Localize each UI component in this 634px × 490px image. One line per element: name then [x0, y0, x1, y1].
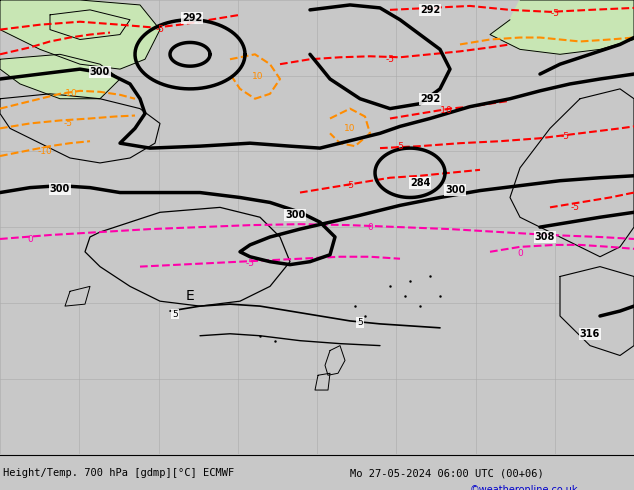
Text: -5: -5 [245, 259, 254, 268]
Text: 292: 292 [182, 13, 202, 23]
Polygon shape [65, 286, 90, 306]
Polygon shape [0, 0, 160, 69]
Text: 316: 316 [580, 329, 600, 339]
Text: 10: 10 [344, 124, 356, 133]
Polygon shape [490, 0, 634, 54]
Text: -5: -5 [560, 132, 569, 141]
Text: -5: -5 [385, 55, 394, 64]
Text: 10: 10 [252, 72, 264, 80]
Text: -5: -5 [571, 203, 579, 212]
Polygon shape [0, 94, 160, 163]
Text: -10: -10 [437, 106, 453, 115]
Text: 0: 0 [517, 249, 523, 258]
Text: Height/Temp. 700 hPa [gdmp][°C] ECMWF: Height/Temp. 700 hPa [gdmp][°C] ECMWF [3, 468, 234, 478]
Text: 0: 0 [367, 222, 373, 232]
Text: 5: 5 [172, 310, 178, 318]
Text: -5: -5 [63, 119, 72, 128]
Polygon shape [110, 217, 275, 298]
Polygon shape [560, 267, 634, 355]
Text: E: E [186, 289, 195, 303]
Text: -5: -5 [155, 25, 164, 34]
Text: 5: 5 [357, 318, 363, 327]
Text: 0: 0 [27, 236, 33, 245]
Text: -5: -5 [396, 142, 404, 150]
Text: -5: -5 [550, 9, 559, 18]
Text: -10: -10 [37, 147, 53, 156]
Text: 292: 292 [420, 94, 440, 104]
Text: 292: 292 [420, 5, 440, 15]
Text: 284: 284 [410, 178, 430, 188]
Text: 308: 308 [535, 232, 555, 242]
Text: -10: -10 [63, 89, 77, 98]
Text: 300: 300 [90, 67, 110, 77]
Polygon shape [510, 89, 634, 257]
Polygon shape [50, 10, 130, 40]
Text: ©weatheronline.co.uk: ©weatheronline.co.uk [470, 485, 578, 490]
Polygon shape [315, 373, 330, 390]
Text: 300: 300 [445, 185, 465, 195]
Text: 300: 300 [50, 184, 70, 194]
Text: -5: -5 [346, 181, 354, 190]
Polygon shape [325, 345, 345, 375]
Text: Mo 27-05-2024 06:00 UTC (00+06): Mo 27-05-2024 06:00 UTC (00+06) [350, 468, 544, 478]
Text: 300: 300 [285, 210, 305, 221]
Polygon shape [85, 207, 290, 306]
Polygon shape [0, 54, 120, 99]
